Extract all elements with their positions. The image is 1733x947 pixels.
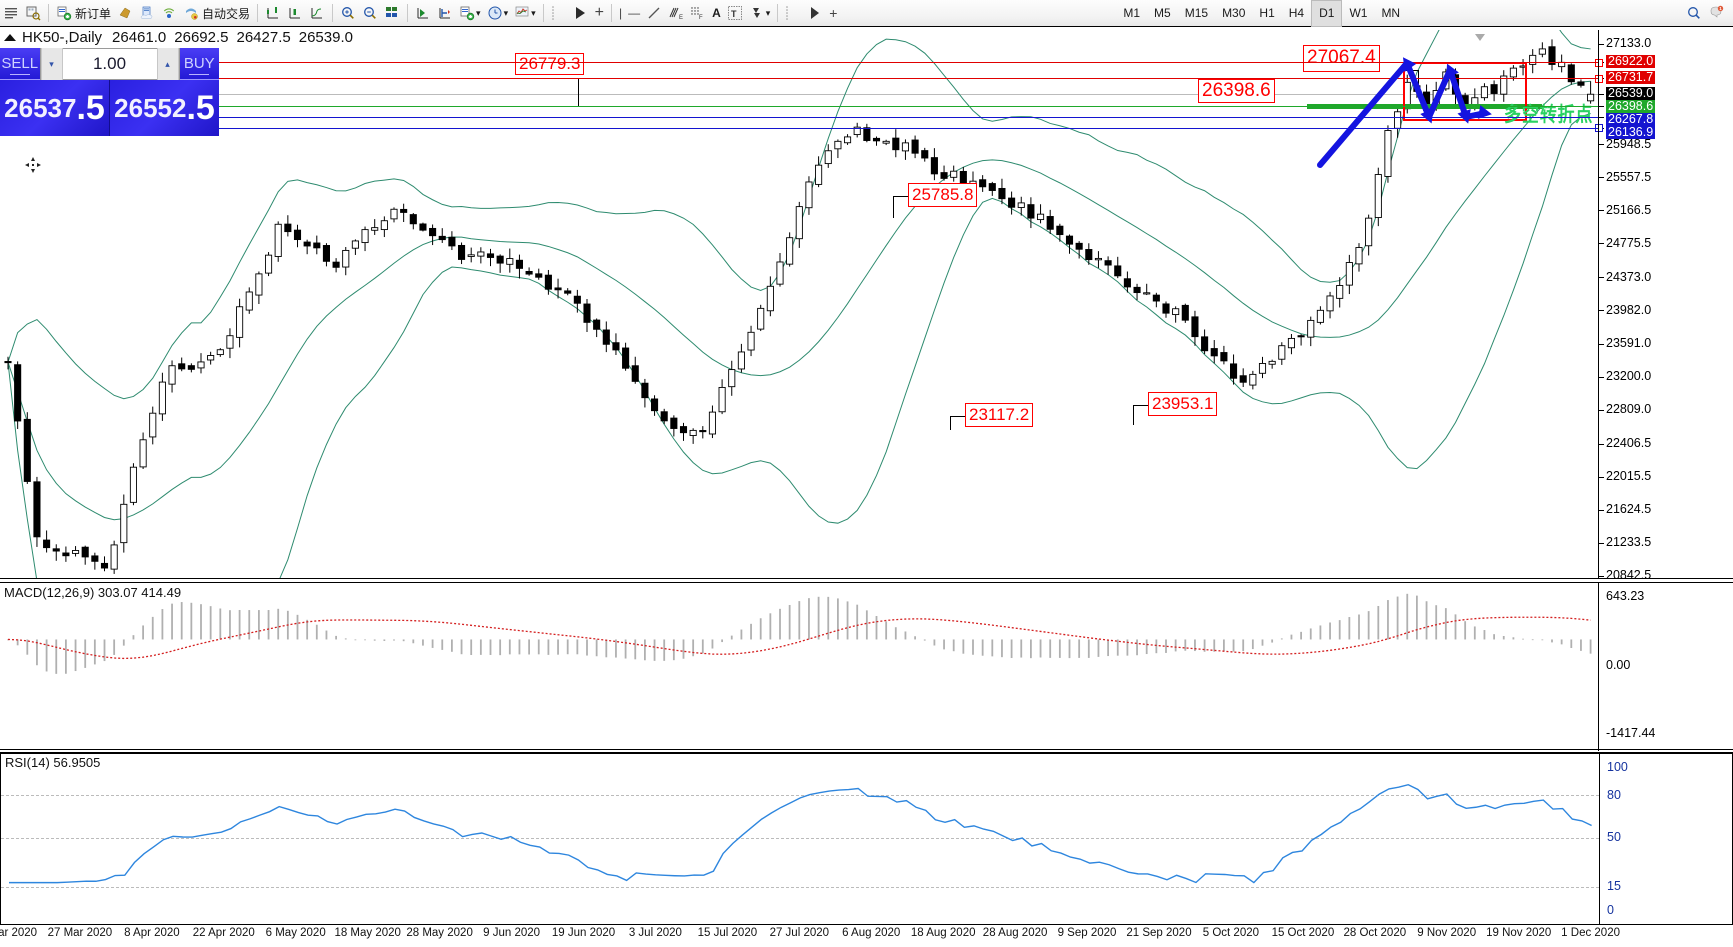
svg-text:T: T: [731, 9, 737, 19]
svg-text:E: E: [679, 15, 683, 21]
svg-text:F: F: [699, 15, 703, 21]
